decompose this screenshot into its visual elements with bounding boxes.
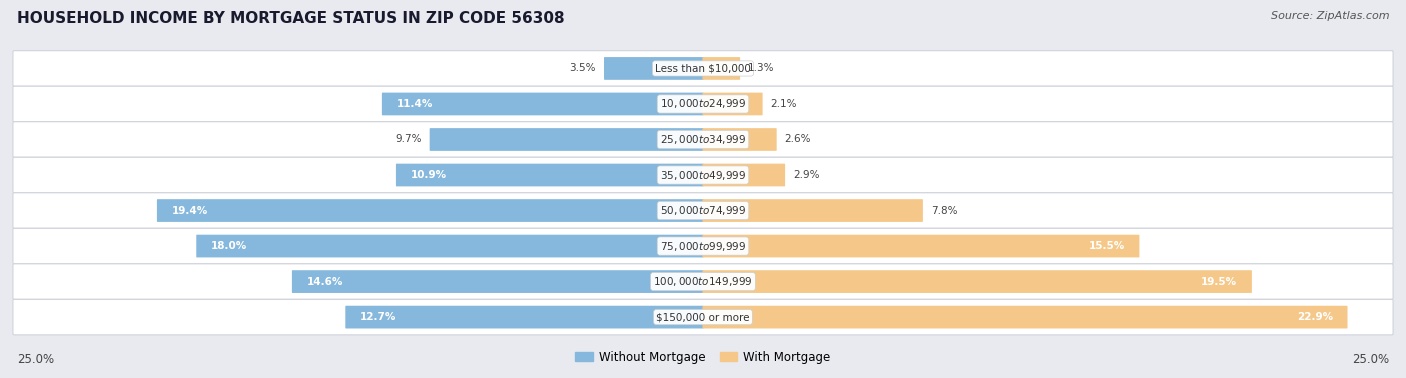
Text: HOUSEHOLD INCOME BY MORTGAGE STATUS IN ZIP CODE 56308: HOUSEHOLD INCOME BY MORTGAGE STATUS IN Z… <box>17 11 564 26</box>
FancyBboxPatch shape <box>13 228 1393 264</box>
Text: 2.1%: 2.1% <box>770 99 797 109</box>
Text: 1.3%: 1.3% <box>748 64 775 73</box>
FancyBboxPatch shape <box>430 128 703 151</box>
Text: 22.9%: 22.9% <box>1296 312 1333 322</box>
Text: 7.8%: 7.8% <box>931 206 957 215</box>
Text: 18.0%: 18.0% <box>211 241 247 251</box>
FancyBboxPatch shape <box>13 86 1393 122</box>
Text: 19.5%: 19.5% <box>1201 277 1237 287</box>
Text: $35,000 to $49,999: $35,000 to $49,999 <box>659 169 747 181</box>
FancyBboxPatch shape <box>13 51 1393 86</box>
FancyBboxPatch shape <box>13 122 1393 157</box>
Text: Less than $10,000: Less than $10,000 <box>655 64 751 73</box>
Text: $150,000 or more: $150,000 or more <box>657 312 749 322</box>
Text: $75,000 to $99,999: $75,000 to $99,999 <box>659 240 747 253</box>
Text: 2.9%: 2.9% <box>793 170 820 180</box>
FancyBboxPatch shape <box>703 128 776 151</box>
FancyBboxPatch shape <box>703 306 1347 328</box>
FancyBboxPatch shape <box>396 164 703 186</box>
Text: 14.6%: 14.6% <box>307 277 343 287</box>
FancyBboxPatch shape <box>157 199 703 222</box>
FancyBboxPatch shape <box>13 299 1393 335</box>
FancyBboxPatch shape <box>292 270 703 293</box>
FancyBboxPatch shape <box>197 235 703 257</box>
FancyBboxPatch shape <box>13 264 1393 299</box>
Legend: Without Mortgage, With Mortgage: Without Mortgage, With Mortgage <box>571 346 835 368</box>
FancyBboxPatch shape <box>703 235 1139 257</box>
FancyBboxPatch shape <box>605 57 703 80</box>
FancyBboxPatch shape <box>703 164 785 186</box>
Text: 10.9%: 10.9% <box>411 170 447 180</box>
FancyBboxPatch shape <box>703 93 762 115</box>
Text: 25.0%: 25.0% <box>17 353 53 366</box>
Text: $25,000 to $34,999: $25,000 to $34,999 <box>659 133 747 146</box>
Text: 2.6%: 2.6% <box>785 135 811 144</box>
Text: $50,000 to $74,999: $50,000 to $74,999 <box>659 204 747 217</box>
FancyBboxPatch shape <box>703 270 1251 293</box>
FancyBboxPatch shape <box>346 306 703 328</box>
FancyBboxPatch shape <box>703 199 922 222</box>
FancyBboxPatch shape <box>703 57 740 80</box>
Text: 25.0%: 25.0% <box>1353 353 1389 366</box>
Text: 11.4%: 11.4% <box>396 99 433 109</box>
Text: 3.5%: 3.5% <box>569 64 596 73</box>
Text: $100,000 to $149,999: $100,000 to $149,999 <box>654 275 752 288</box>
Text: 9.7%: 9.7% <box>395 135 422 144</box>
FancyBboxPatch shape <box>13 157 1393 193</box>
Text: 15.5%: 15.5% <box>1088 241 1125 251</box>
FancyBboxPatch shape <box>382 93 703 115</box>
Text: 19.4%: 19.4% <box>172 206 208 215</box>
FancyBboxPatch shape <box>13 193 1393 228</box>
Text: Source: ZipAtlas.com: Source: ZipAtlas.com <box>1271 11 1389 21</box>
Text: $10,000 to $24,999: $10,000 to $24,999 <box>659 98 747 110</box>
Text: 12.7%: 12.7% <box>360 312 396 322</box>
